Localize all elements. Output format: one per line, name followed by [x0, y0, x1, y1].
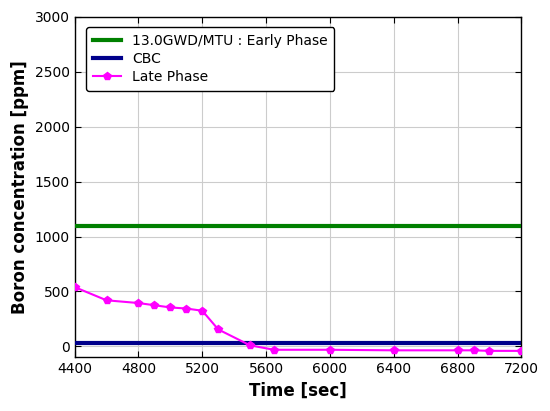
Late Phase: [151, 303, 158, 308]
Late Phase: [518, 349, 525, 353]
Late Phase: [390, 348, 397, 353]
Y-axis label: Boron concentration [ppm]: Boron concentration [ppm]: [11, 60, 29, 314]
Late Phase: [167, 305, 174, 310]
Late Phase: [215, 327, 222, 332]
Late Phase: [135, 300, 142, 305]
Late Phase: [72, 285, 78, 290]
Line: Late Phase: Late Phase: [70, 283, 526, 355]
X-axis label: Time [sec]: Time [sec]: [249, 382, 347, 400]
Late Phase: [454, 348, 461, 353]
Late Phase: [103, 298, 110, 303]
Late Phase: [199, 308, 206, 313]
Late Phase: [486, 349, 493, 353]
Late Phase: [470, 348, 477, 353]
Late Phase: [327, 347, 333, 352]
Late Phase: [183, 306, 190, 311]
Late Phase: [247, 343, 254, 348]
Legend: 13.0GWD/MTU : Early Phase, CBC, Late Phase: 13.0GWD/MTU : Early Phase, CBC, Late Pha…: [86, 27, 334, 91]
Late Phase: [271, 347, 277, 352]
